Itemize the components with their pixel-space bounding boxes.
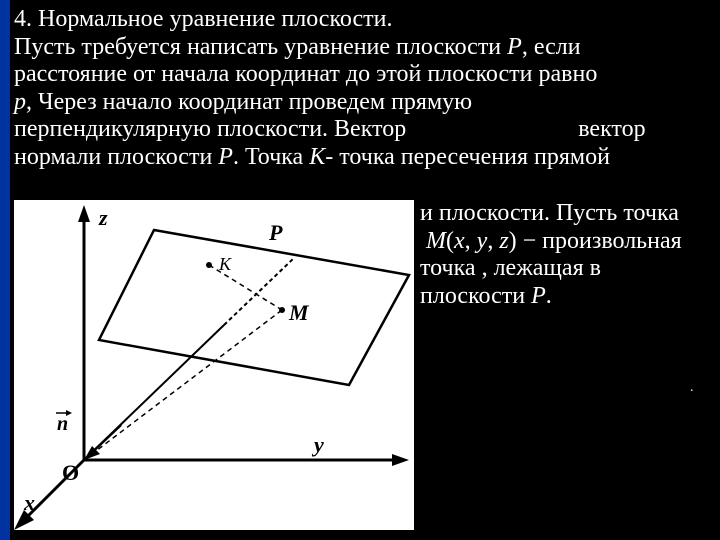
rt-plane: P xyxy=(531,283,546,309)
x-label: x xyxy=(23,490,35,515)
body-text: 4. Нормальное уравнение плоскости. Пусть… xyxy=(14,6,714,172)
rt1: и плоскости. Пусть точка xyxy=(420,200,679,226)
rt-c2: , xyxy=(487,228,499,254)
heading-number: 4. xyxy=(14,6,32,32)
rt2c: ) − произвольная xyxy=(509,228,682,254)
rt-x: x xyxy=(454,228,465,254)
rt4b: . xyxy=(546,283,552,309)
point-k: K xyxy=(309,144,325,170)
line1: Пусть требуется написать уравнение плоск… xyxy=(14,34,507,60)
plane-label: P xyxy=(268,220,283,245)
m-symbol: M xyxy=(426,228,446,254)
rt-z: z xyxy=(499,228,508,254)
rt-c1: , xyxy=(465,228,477,254)
line3b: , Через начало координат проведем прямую xyxy=(26,89,472,115)
line4b: вектор xyxy=(578,116,645,142)
rt-paren-open: ( xyxy=(446,228,454,254)
k-label: K xyxy=(218,254,232,274)
z-label: z xyxy=(98,205,108,230)
diagram-svg: z y x O P M K n xyxy=(14,200,414,530)
line5b: . Точка xyxy=(233,144,309,170)
heading-text: Нормальное уравнение плоскости. xyxy=(38,6,392,32)
left-sidebar xyxy=(0,0,10,540)
origin-label: O xyxy=(62,460,79,485)
p-symbol: p xyxy=(14,89,26,115)
line5c: - точка пересечения прямой xyxy=(325,144,610,170)
rt4: плоскости xyxy=(420,283,531,309)
line5a: нормали плоскости xyxy=(14,144,218,170)
stray-mark-2: . xyxy=(60,515,64,531)
rt-y: y xyxy=(477,228,488,254)
line1b: , если xyxy=(522,34,581,60)
rt3: точка , лежащая в xyxy=(420,255,601,281)
plane-symbol-2: P xyxy=(218,144,233,170)
stray-mark: . xyxy=(690,380,694,396)
line2: расстояние от начала координат до этой п… xyxy=(14,61,597,87)
right-text-block: и плоскости. Пусть точка M(x, y, z) − пр… xyxy=(420,200,714,310)
m-label: M xyxy=(288,300,310,325)
slide: 4. Нормальное уравнение плоскости. Пусть… xyxy=(0,0,720,540)
line4: перпендикулярную плоскости. Вектор xyxy=(14,116,406,142)
n-label: n xyxy=(57,413,68,435)
plane-symbol: P xyxy=(507,34,522,60)
